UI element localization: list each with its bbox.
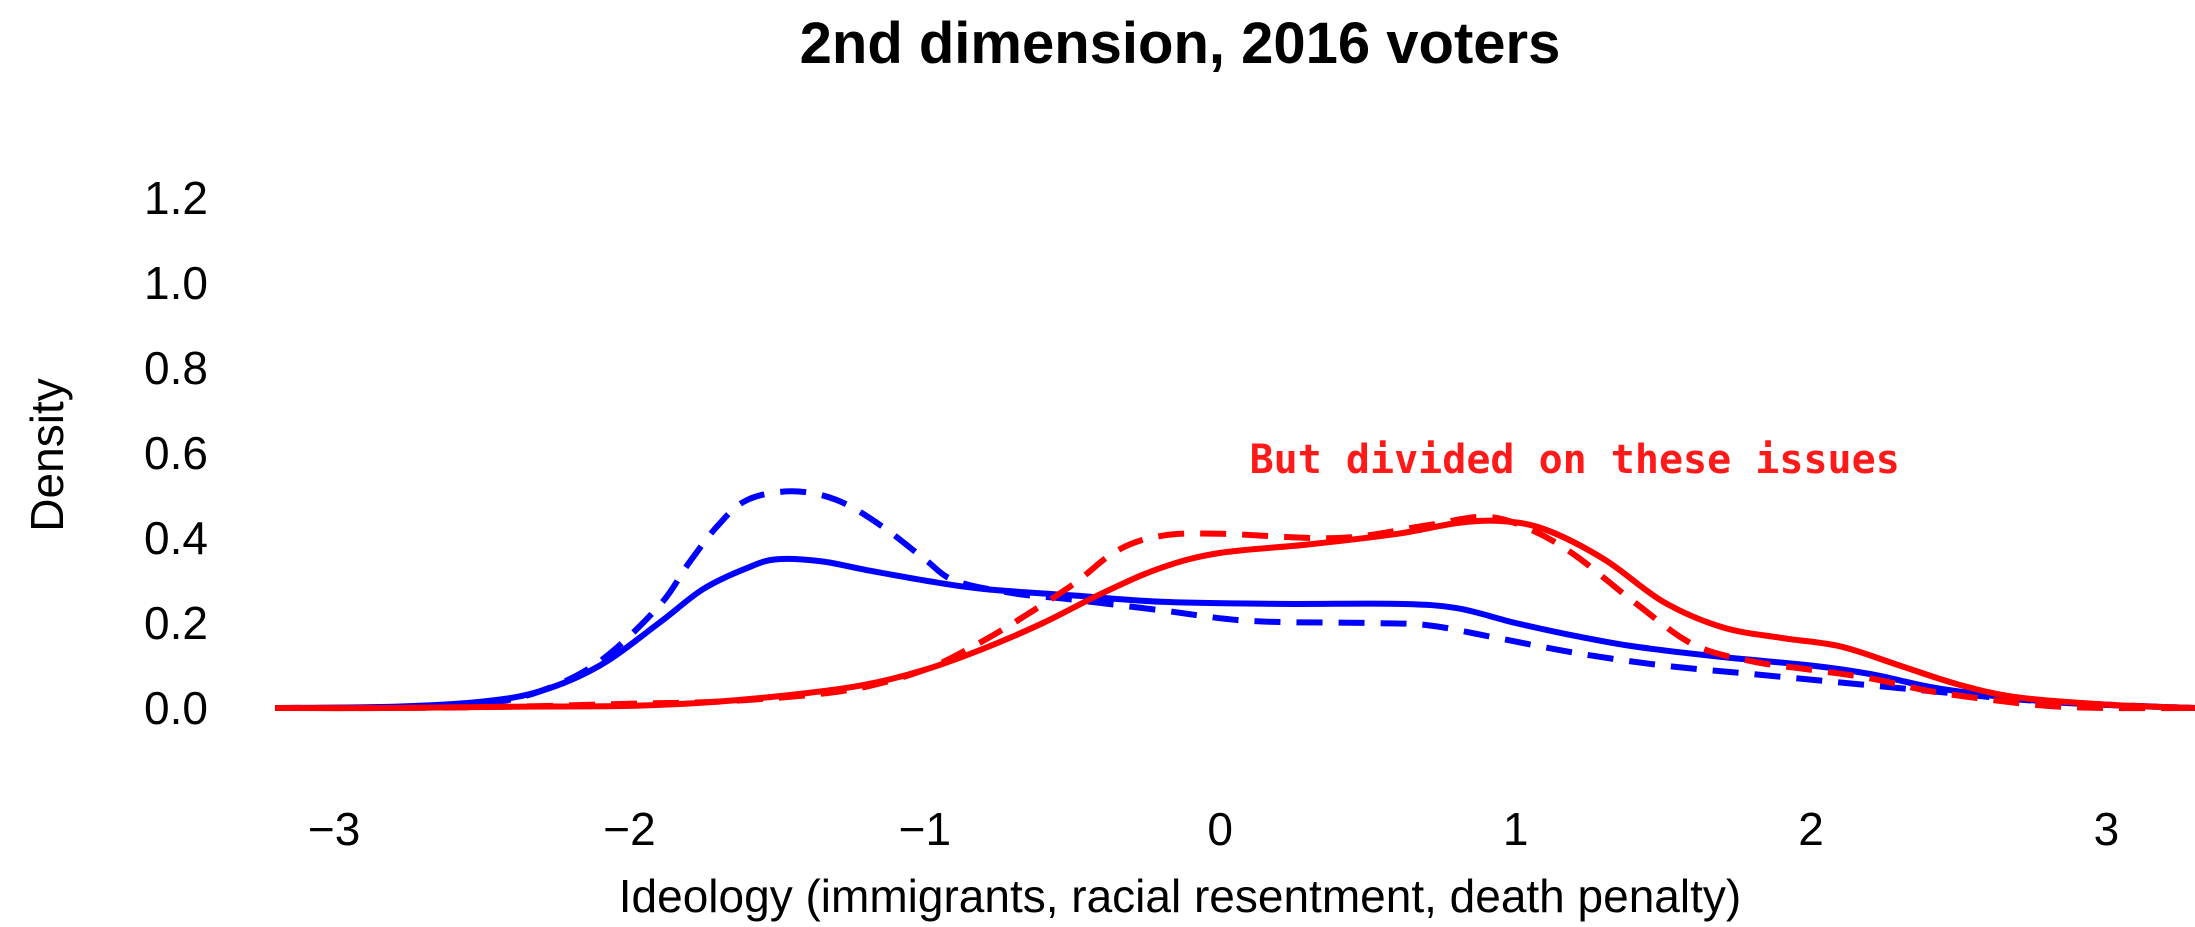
y-axis-ticks: 0.0 0.2 0.4 0.6 0.8 1.0 1.2	[144, 172, 208, 734]
y-tick-label: 0.6	[144, 427, 208, 479]
y-tick-label: 0.2	[144, 597, 208, 649]
x-tick-label: −2	[603, 803, 655, 855]
blue-dashed-density-line	[274, 488, 2195, 711]
y-tick-label: 0.8	[144, 342, 208, 394]
y-tick-label: 0.4	[144, 512, 208, 564]
x-tick-label: 2	[1798, 803, 1824, 855]
blue-solid-density-line	[274, 555, 2195, 711]
x-axis-ticks: −3 −2 −1 0 1 2 3	[308, 803, 2119, 855]
chart-annotation: But divided on these issues	[1250, 437, 1900, 483]
series-layer	[274, 488, 2195, 712]
y-tick-label: 1.2	[144, 172, 208, 224]
x-tick-label: 0	[1207, 803, 1233, 855]
x-tick-label: 1	[1503, 803, 1529, 855]
x-tick-label: −1	[899, 803, 951, 855]
y-tick-label: 0.0	[144, 682, 208, 734]
y-tick-label: 1.0	[144, 257, 208, 309]
x-axis-label: Ideology (immigrants, racial resentment,…	[619, 870, 1741, 922]
red-dashed-density-line	[274, 513, 2195, 712]
chart-title: 2nd dimension, 2016 voters	[800, 11, 1561, 76]
y-axis-label: Density	[21, 378, 73, 531]
x-tick-label: 3	[2094, 803, 2120, 855]
x-tick-label: −3	[308, 803, 360, 855]
